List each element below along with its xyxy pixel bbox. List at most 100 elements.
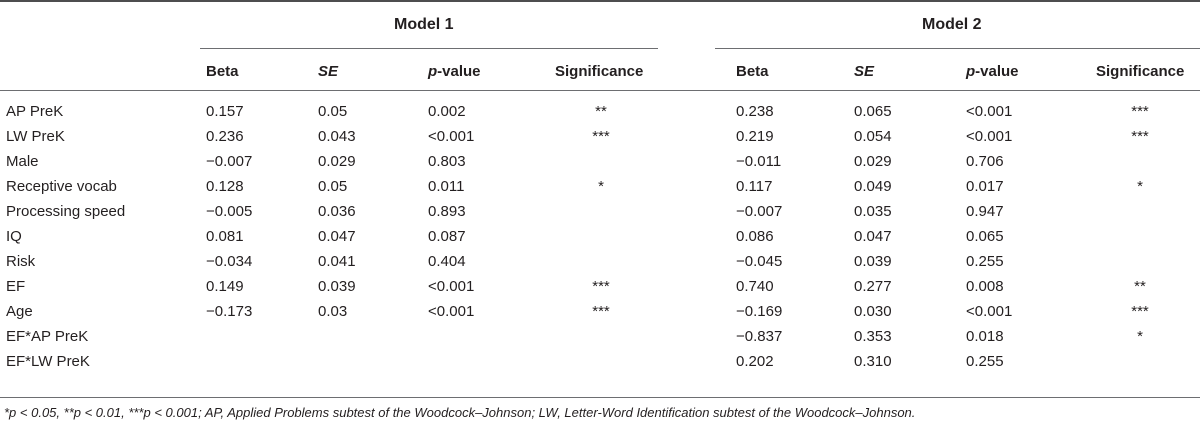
m1-significance-cell: **	[595, 103, 607, 120]
m2-se-header: SE	[854, 63, 875, 80]
table-row: Processing speed −0.005 0.036 0.893 −0.007 0.…	[0, 199, 1200, 224]
m2-significance-cell: ***	[1131, 103, 1149, 120]
m1-se-cell: 0.05	[318, 178, 348, 195]
m2-beta-cell: −0.169	[736, 303, 783, 320]
m1-significance-header: Significance	[555, 63, 644, 80]
m1-pvalue-cell: 0.002	[428, 103, 466, 120]
m1-pvalue-cell: 0.893	[428, 203, 466, 220]
row-label: Receptive vocab	[6, 178, 117, 195]
m1-significance-cell: ***	[592, 278, 610, 295]
m2-beta-header: Beta	[736, 63, 769, 80]
row-label: EF*AP PreK	[6, 328, 89, 345]
m2-pvalue-cell: <0.001	[966, 103, 1013, 120]
m1-beta-cell: −0.005	[206, 203, 253, 220]
row-label: Processing speed	[6, 203, 126, 220]
row-label: EF	[6, 278, 26, 295]
m2-se-cell: 0.039	[854, 253, 892, 270]
row-label: IQ	[6, 228, 22, 245]
m1-beta-cell: −0.034	[206, 253, 253, 270]
m2-beta-cell: 0.117	[736, 178, 773, 195]
m1-beta-cell: 0.081	[206, 228, 244, 245]
table-footnote: *p < 0.05, **p < 0.01, ***p < 0.001; AP,…	[4, 405, 916, 420]
table-row: EF*LW PreK 0.202 0.310 0.255	[0, 349, 1200, 374]
m2-pvalue-cell: 0.255	[966, 353, 1004, 370]
m2-se-cell: 0.047	[854, 228, 892, 245]
m1-se-cell: 0.029	[318, 153, 356, 170]
row-label: LW PreK	[6, 128, 65, 145]
m1-se-header: SE	[318, 63, 339, 80]
row-label: Age	[6, 303, 33, 320]
row-label: Risk	[6, 253, 36, 270]
m1-beta-header: Beta	[206, 63, 239, 80]
table-row: IQ 0.081 0.047 0.087 0.086 0.047 0.065	[0, 224, 1200, 249]
header-rule	[0, 90, 1200, 91]
m2-se-cell: 0.065	[854, 103, 892, 120]
m2-pvalue-cell: 0.065	[966, 228, 1004, 245]
m2-pvalue-cell: 0.018	[966, 328, 1004, 345]
m2-se-cell: 0.353	[854, 328, 892, 345]
m2-beta-cell: −0.837	[736, 328, 783, 345]
m2-se-cell: 0.310	[854, 353, 892, 370]
m1-pvalue-cell: 0.087	[428, 228, 466, 245]
m2-beta-cell: −0.011	[736, 153, 782, 170]
m1-significance-cell: *	[598, 178, 604, 195]
m2-beta-cell: 0.202	[736, 353, 774, 370]
m2-se-cell: 0.030	[854, 303, 892, 320]
m1-se-cell: 0.05	[318, 103, 348, 120]
m2-pvalue-cell: 0.017	[966, 178, 1004, 195]
table-row: EF*AP PreK −0.837 0.353 0.018 *	[0, 324, 1200, 349]
m1-pvalue-cell: 0.404	[428, 253, 466, 270]
m2-pvalue-cell: 0.947	[966, 203, 1004, 220]
m2-beta-cell: 0.219	[736, 128, 774, 145]
m1-se-cell: 0.047	[318, 228, 356, 245]
table-body: AP PreK 0.157 0.05 0.002 ** 0.238 0.065 <0.001 *…	[0, 99, 1200, 374]
m2-pvalue-cell: 0.706	[966, 153, 1004, 170]
table-row: Age −0.173 0.03 <0.001 *** −0.169 0.030 <0.001 *…	[0, 299, 1200, 324]
m2-beta-cell: −0.007	[736, 203, 783, 220]
m2-se-cell: 0.035	[854, 203, 892, 220]
table-row: Male −0.007 0.029 0.803 −0.011 0.029 0.706	[0, 149, 1200, 174]
m1-beta-cell: −0.007	[206, 153, 253, 170]
m1-beta-cell: 0.128	[206, 178, 244, 195]
m2-se-cell: 0.054	[854, 128, 892, 145]
m1-se-cell: 0.043	[318, 128, 356, 145]
m2-pvalue-cell: <0.001	[966, 128, 1013, 145]
model-2-rule	[715, 48, 1200, 49]
m2-beta-cell: 0.086	[736, 228, 774, 245]
m1-pvalue-cell: 0.803	[428, 153, 466, 170]
m1-significance-cell: ***	[592, 128, 610, 145]
m1-pvalue-cell: 0.011	[428, 178, 465, 195]
m2-significance-cell: ***	[1131, 128, 1149, 145]
table-top-rule	[0, 0, 1200, 2]
m1-se-cell: 0.039	[318, 278, 356, 295]
model-1-title: Model 1	[394, 16, 454, 33]
m1-se-cell: 0.03	[318, 303, 348, 320]
m1-se-cell: 0.041	[318, 253, 356, 270]
m2-beta-cell: 0.238	[736, 103, 774, 120]
m2-significance-cell: ***	[1131, 303, 1149, 320]
row-label: EF*LW PreK	[6, 353, 90, 370]
m1-se-cell: 0.036	[318, 203, 356, 220]
table-row: AP PreK 0.157 0.05 0.002 ** 0.238 0.065 <0.001 *…	[0, 99, 1200, 124]
model-1-rule	[200, 48, 658, 49]
table-row: LW PreK 0.236 0.043 <0.001 *** 0.219 0.054 <0.0…	[0, 124, 1200, 149]
m2-significance-cell: *	[1137, 328, 1143, 345]
m1-beta-cell: 0.157	[206, 103, 244, 120]
m2-pvalue-cell: 0.255	[966, 253, 1004, 270]
m1-beta-cell: 0.236	[206, 128, 244, 145]
m2-significance-cell: **	[1134, 278, 1146, 295]
m2-beta-cell: −0.045	[736, 253, 783, 270]
table-row: Risk −0.034 0.041 0.404 −0.045 0.039 0.255	[0, 249, 1200, 274]
m2-pvalue-cell: <0.001	[966, 303, 1013, 320]
m2-significance-cell: *	[1137, 178, 1143, 195]
table-bottom-rule	[0, 397, 1200, 398]
m2-pvalue-header: p-value	[966, 63, 1019, 80]
m2-beta-cell: 0.740	[736, 278, 774, 295]
model-2-title: Model 2	[922, 16, 982, 33]
m2-se-cell: 0.049	[854, 178, 892, 195]
m1-beta-cell: 0.149	[206, 278, 244, 295]
m1-pvalue-header: p-value	[428, 63, 481, 80]
table-row: EF 0.149 0.039 <0.001 *** 0.740 0.277 0.008 **	[0, 274, 1200, 299]
m1-significance-cell: ***	[592, 303, 610, 320]
m2-se-cell: 0.277	[854, 278, 892, 295]
